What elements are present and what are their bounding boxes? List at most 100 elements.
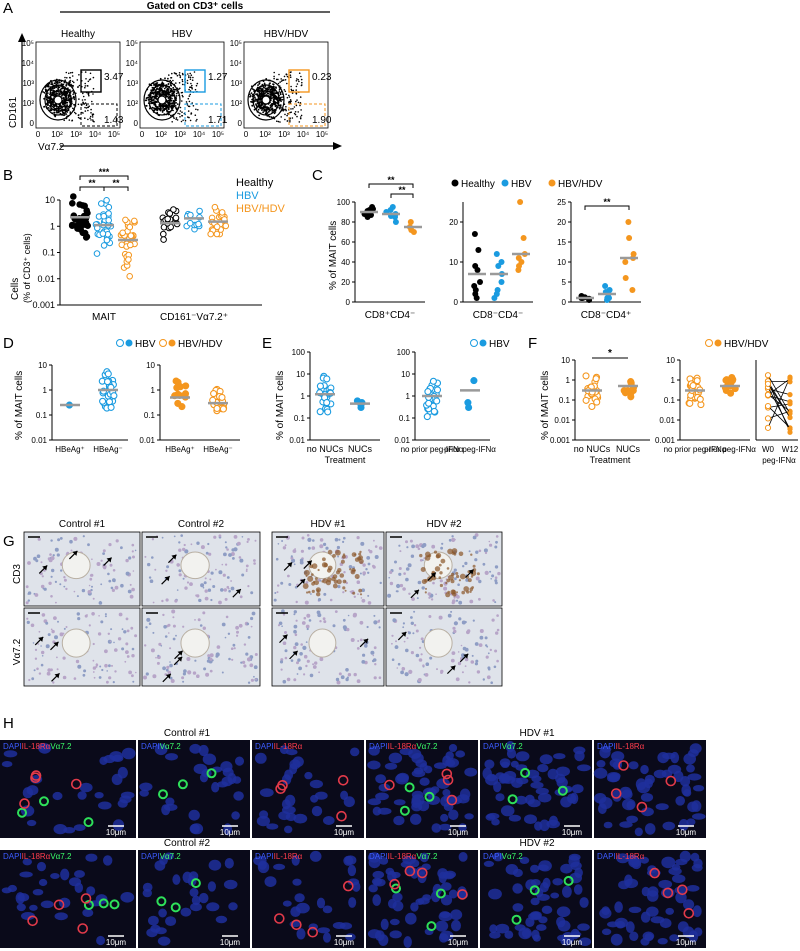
- flow-dot: [51, 81, 53, 84]
- if-group-title: HDV #2: [519, 838, 554, 849]
- ihc-nucleus: [275, 557, 279, 561]
- flow-dot: [196, 118, 198, 121]
- if-nucleus: [552, 878, 563, 886]
- if-va72-cell: [158, 789, 168, 800]
- ihc-nucleus: [373, 614, 376, 617]
- if-nucleus: [232, 776, 242, 784]
- ihc-cd3-stain: [439, 583, 443, 588]
- b-data-point: [196, 207, 203, 215]
- ihc-nucleus: [403, 572, 406, 575]
- if-nucleus: [7, 884, 18, 893]
- ihc-cd3-stain: [342, 586, 346, 590]
- flow-dot: [264, 110, 266, 112]
- ihc-nucleus: [51, 629, 55, 634]
- flow-dot: [301, 81, 303, 84]
- ihc-nucleus: [104, 615, 107, 618]
- if-nucleus: [530, 897, 540, 906]
- y-tick-label: 0: [30, 119, 35, 128]
- flow-dot: [279, 121, 281, 123]
- arrow-head: [413, 589, 419, 595]
- ihc-nucleus: [126, 629, 130, 633]
- ihc-nucleus: [176, 563, 180, 567]
- flow-dot: [273, 92, 276, 94]
- b-data-point: [166, 210, 174, 217]
- flow-dot: [167, 89, 169, 92]
- if-nucleus: [311, 805, 323, 817]
- ihc-nucleus: [245, 564, 249, 568]
- ihc-nucleus: [471, 654, 474, 657]
- ihc-nucleus: [99, 665, 102, 668]
- flow-dot: [257, 108, 260, 111]
- c-data-point: [491, 295, 498, 301]
- flow-dot: [284, 118, 286, 121]
- if-nucleus: [578, 937, 592, 946]
- if-nucleus: [374, 930, 385, 941]
- flow-dot: [69, 72, 72, 74]
- flow-dot: [61, 87, 63, 90]
- flow-dot: [176, 103, 179, 105]
- if-nucleus: [422, 894, 432, 901]
- ihc-nucleus: [114, 648, 118, 652]
- if-nucleus: [368, 857, 381, 869]
- if-nucleus: [641, 807, 654, 817]
- ihc-nucleus: [425, 662, 430, 666]
- flow-dot: [282, 79, 284, 81]
- ihc-nucleus: [200, 583, 205, 588]
- ihc-nucleus: [125, 558, 129, 563]
- c-y-tick-label: 10: [557, 258, 566, 267]
- contour-ring: [157, 95, 167, 105]
- if-nucleus: [556, 906, 571, 917]
- ihc-nucleus: [342, 591, 345, 594]
- c-data-point: [472, 263, 479, 269]
- flow-dot: [56, 111, 59, 114]
- contour-ring: [44, 84, 72, 116]
- ihc-cd3-stain: [342, 579, 347, 584]
- y-tick-label: 1: [671, 376, 676, 385]
- if-nucleus: [388, 752, 403, 764]
- flow-dot: [178, 82, 181, 84]
- flow-dot: [294, 111, 297, 113]
- if-nucleus: [323, 816, 335, 825]
- if-nucleus: [304, 771, 313, 780]
- flow-dot: [58, 110, 60, 112]
- ihc-nucleus: [218, 570, 223, 575]
- ihc-nucleus: [356, 679, 361, 684]
- if-nucleus: [392, 900, 404, 912]
- c-data-point: [517, 199, 524, 205]
- if-nucleus: [686, 764, 695, 773]
- ihc-nucleus: [40, 561, 43, 564]
- if-nucleus: [375, 792, 389, 801]
- flow-dot: [71, 71, 74, 74]
- ihc-nucleus: [222, 573, 226, 577]
- flow-dot: [267, 111, 270, 113]
- if-nucleus: [640, 937, 650, 946]
- flow-dot: [172, 88, 175, 91]
- ihc-nucleus: [392, 618, 397, 623]
- flow-dot: [52, 87, 54, 90]
- if-nucleus: [621, 789, 633, 800]
- c-data-point: [471, 231, 478, 237]
- if-channel-label: DAPIIL-18RαVα7.2: [369, 742, 438, 751]
- flow-dot: [279, 93, 282, 96]
- ihc-nucleus: [33, 669, 36, 672]
- if-frame: [138, 740, 250, 838]
- if-nucleus: [501, 775, 516, 784]
- y-tick-label: 10: [666, 356, 675, 365]
- ihc-nucleus: [115, 539, 119, 543]
- flow-dot: [299, 117, 302, 120]
- contour-ring: [49, 90, 67, 110]
- if-channel-merge_il: IL-18Rα: [616, 852, 645, 861]
- if-nucleus: [693, 785, 705, 792]
- flow-dot: [165, 96, 168, 98]
- flow-dot: [78, 84, 81, 87]
- arrow-head: [42, 565, 48, 571]
- ihc-cd3-stain: [350, 569, 356, 575]
- flow-dot: [188, 100, 191, 103]
- ihc-nucleus: [482, 678, 485, 681]
- ihc-nucleus: [301, 621, 306, 625]
- flow-dot: [69, 111, 71, 113]
- if-nucleus: [438, 823, 452, 831]
- if-nucleus: [568, 853, 581, 861]
- ihc-nucleus: [92, 666, 97, 670]
